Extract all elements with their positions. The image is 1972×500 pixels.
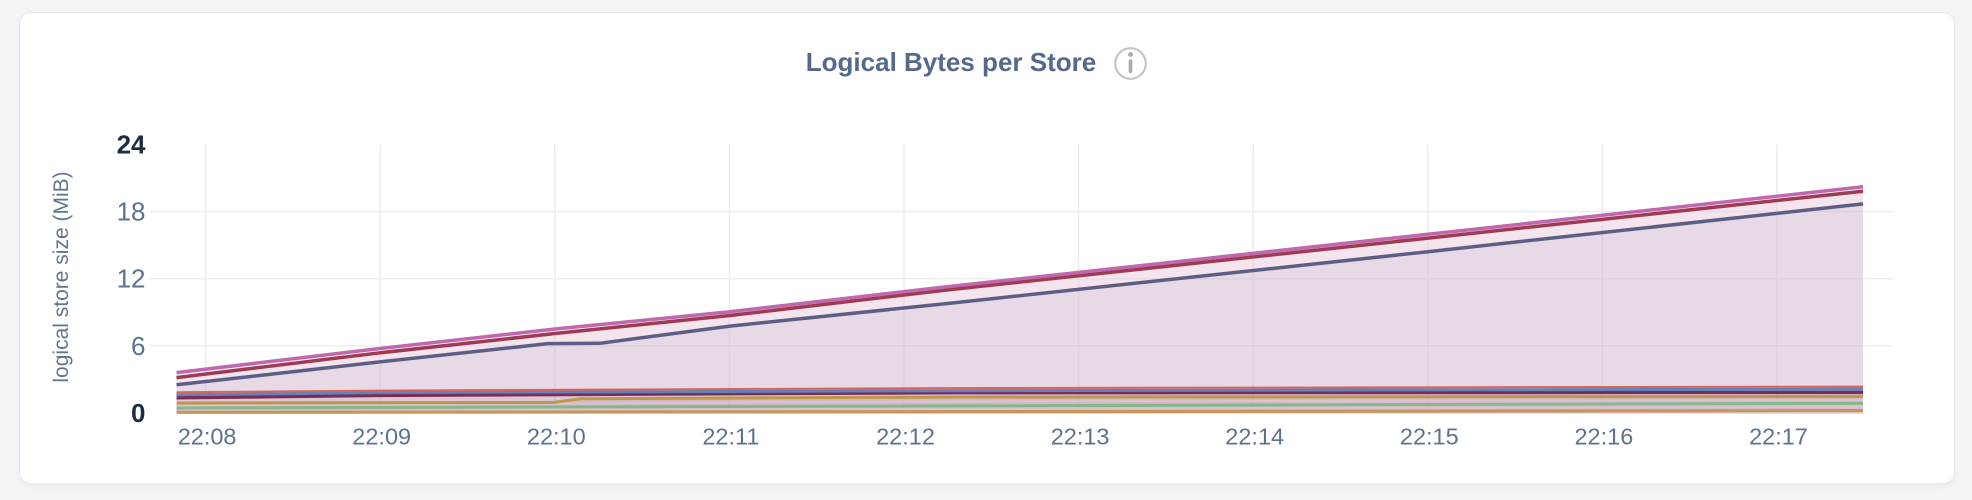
svg-text:22:12: 22:12 [876, 424, 935, 450]
svg-text:22:16: 22:16 [1574, 424, 1633, 450]
svg-text:0: 0 [131, 398, 145, 428]
svg-text:24: 24 [117, 130, 146, 160]
svg-text:22:08: 22:08 [178, 424, 237, 450]
svg-text:22:09: 22:09 [352, 424, 411, 450]
svg-text:22:14: 22:14 [1225, 424, 1284, 450]
svg-text:logical store size (MiB): logical store size (MiB) [50, 171, 73, 382]
svg-text:22:10: 22:10 [527, 424, 586, 450]
svg-text:22:13: 22:13 [1051, 424, 1110, 450]
svg-text:6: 6 [131, 331, 145, 361]
svg-text:18: 18 [117, 197, 146, 227]
svg-text:Logical Bytes per Store: Logical Bytes per Store [806, 47, 1096, 77]
svg-text:12: 12 [117, 264, 146, 294]
svg-text:22:11: 22:11 [702, 424, 759, 450]
svg-text:22:17: 22:17 [1749, 424, 1808, 450]
svg-text:22:15: 22:15 [1400, 424, 1459, 450]
